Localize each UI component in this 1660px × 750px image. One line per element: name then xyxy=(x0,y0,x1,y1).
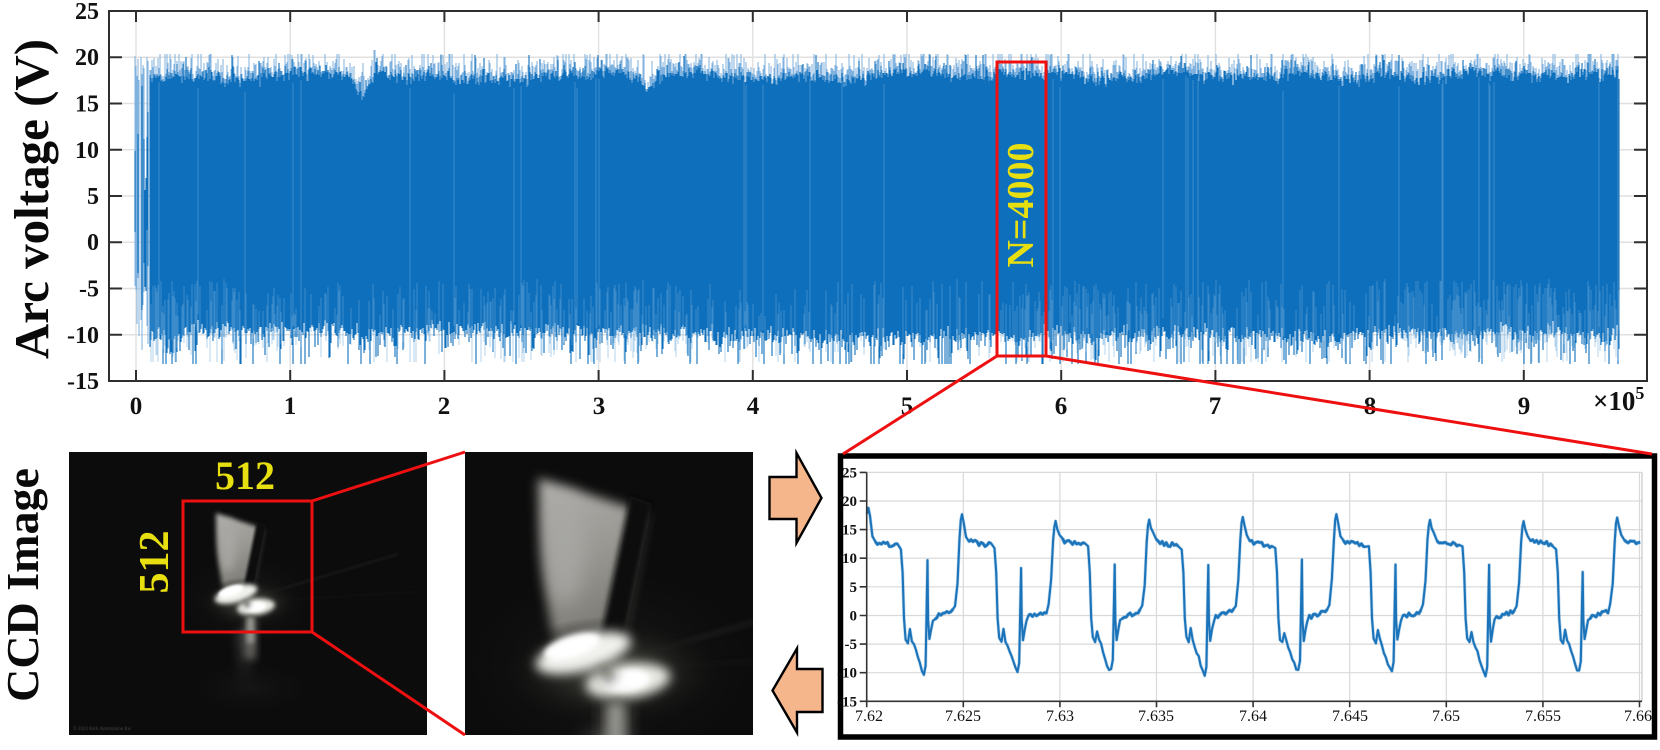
svg-text:15: 15 xyxy=(842,523,857,539)
svg-text:7.635: 7.635 xyxy=(1138,708,1174,725)
svg-text:0: 0 xyxy=(130,393,143,420)
svg-text:7.64: 7.64 xyxy=(1239,708,1267,725)
svg-text:5: 5 xyxy=(850,580,858,596)
svg-text:15: 15 xyxy=(75,92,99,118)
svg-text:-15: -15 xyxy=(837,694,857,710)
svg-text:25: 25 xyxy=(842,465,857,481)
svg-text:5: 5 xyxy=(901,393,914,420)
svg-text:10: 10 xyxy=(842,551,857,567)
svg-text:N=4000: N=4000 xyxy=(1000,142,1042,267)
svg-text:9: 9 xyxy=(1518,393,1531,420)
svg-text:1: 1 xyxy=(284,393,297,420)
svg-text:6: 6 xyxy=(1055,393,1068,420)
svg-text:-5: -5 xyxy=(845,637,858,653)
svg-text:7.66: 7.66 xyxy=(1624,708,1652,725)
svg-text:25: 25 xyxy=(75,0,99,25)
svg-text:-10: -10 xyxy=(837,666,857,682)
svg-text:Arc voltage (V): Arc voltage (V) xyxy=(4,39,59,359)
svg-text:7.655: 7.655 xyxy=(1525,708,1561,725)
svg-text:20: 20 xyxy=(842,494,857,510)
svg-text:-15: -15 xyxy=(67,369,99,395)
svg-text:8: 8 xyxy=(1364,393,1377,420)
svg-text:3: 3 xyxy=(593,393,606,420)
svg-text:0: 0 xyxy=(87,230,99,256)
svg-text:2: 2 xyxy=(438,393,451,420)
svg-text:20: 20 xyxy=(75,45,99,71)
svg-text:0: 0 xyxy=(850,609,858,625)
svg-text:512: 512 xyxy=(132,531,178,594)
svg-text:7.645: 7.645 xyxy=(1332,708,1368,725)
svg-text:7: 7 xyxy=(1209,393,1222,420)
svg-text:© 2022 Kirk Automation Inc: © 2022 Kirk Automation Inc xyxy=(73,726,132,732)
svg-text:7.63: 7.63 xyxy=(1046,708,1074,725)
svg-text:7.625: 7.625 xyxy=(945,708,981,725)
svg-text:10: 10 xyxy=(75,138,99,164)
svg-text:-5: -5 xyxy=(79,277,99,303)
svg-text:4: 4 xyxy=(747,393,760,420)
svg-text:-10: -10 xyxy=(67,323,99,349)
svg-text:7.62: 7.62 xyxy=(855,708,883,725)
svg-text:7.65: 7.65 xyxy=(1432,708,1460,725)
svg-text:5: 5 xyxy=(87,184,99,210)
svg-text:CCD Image: CCD Image xyxy=(0,468,48,702)
svg-text:512: 512 xyxy=(215,453,275,498)
